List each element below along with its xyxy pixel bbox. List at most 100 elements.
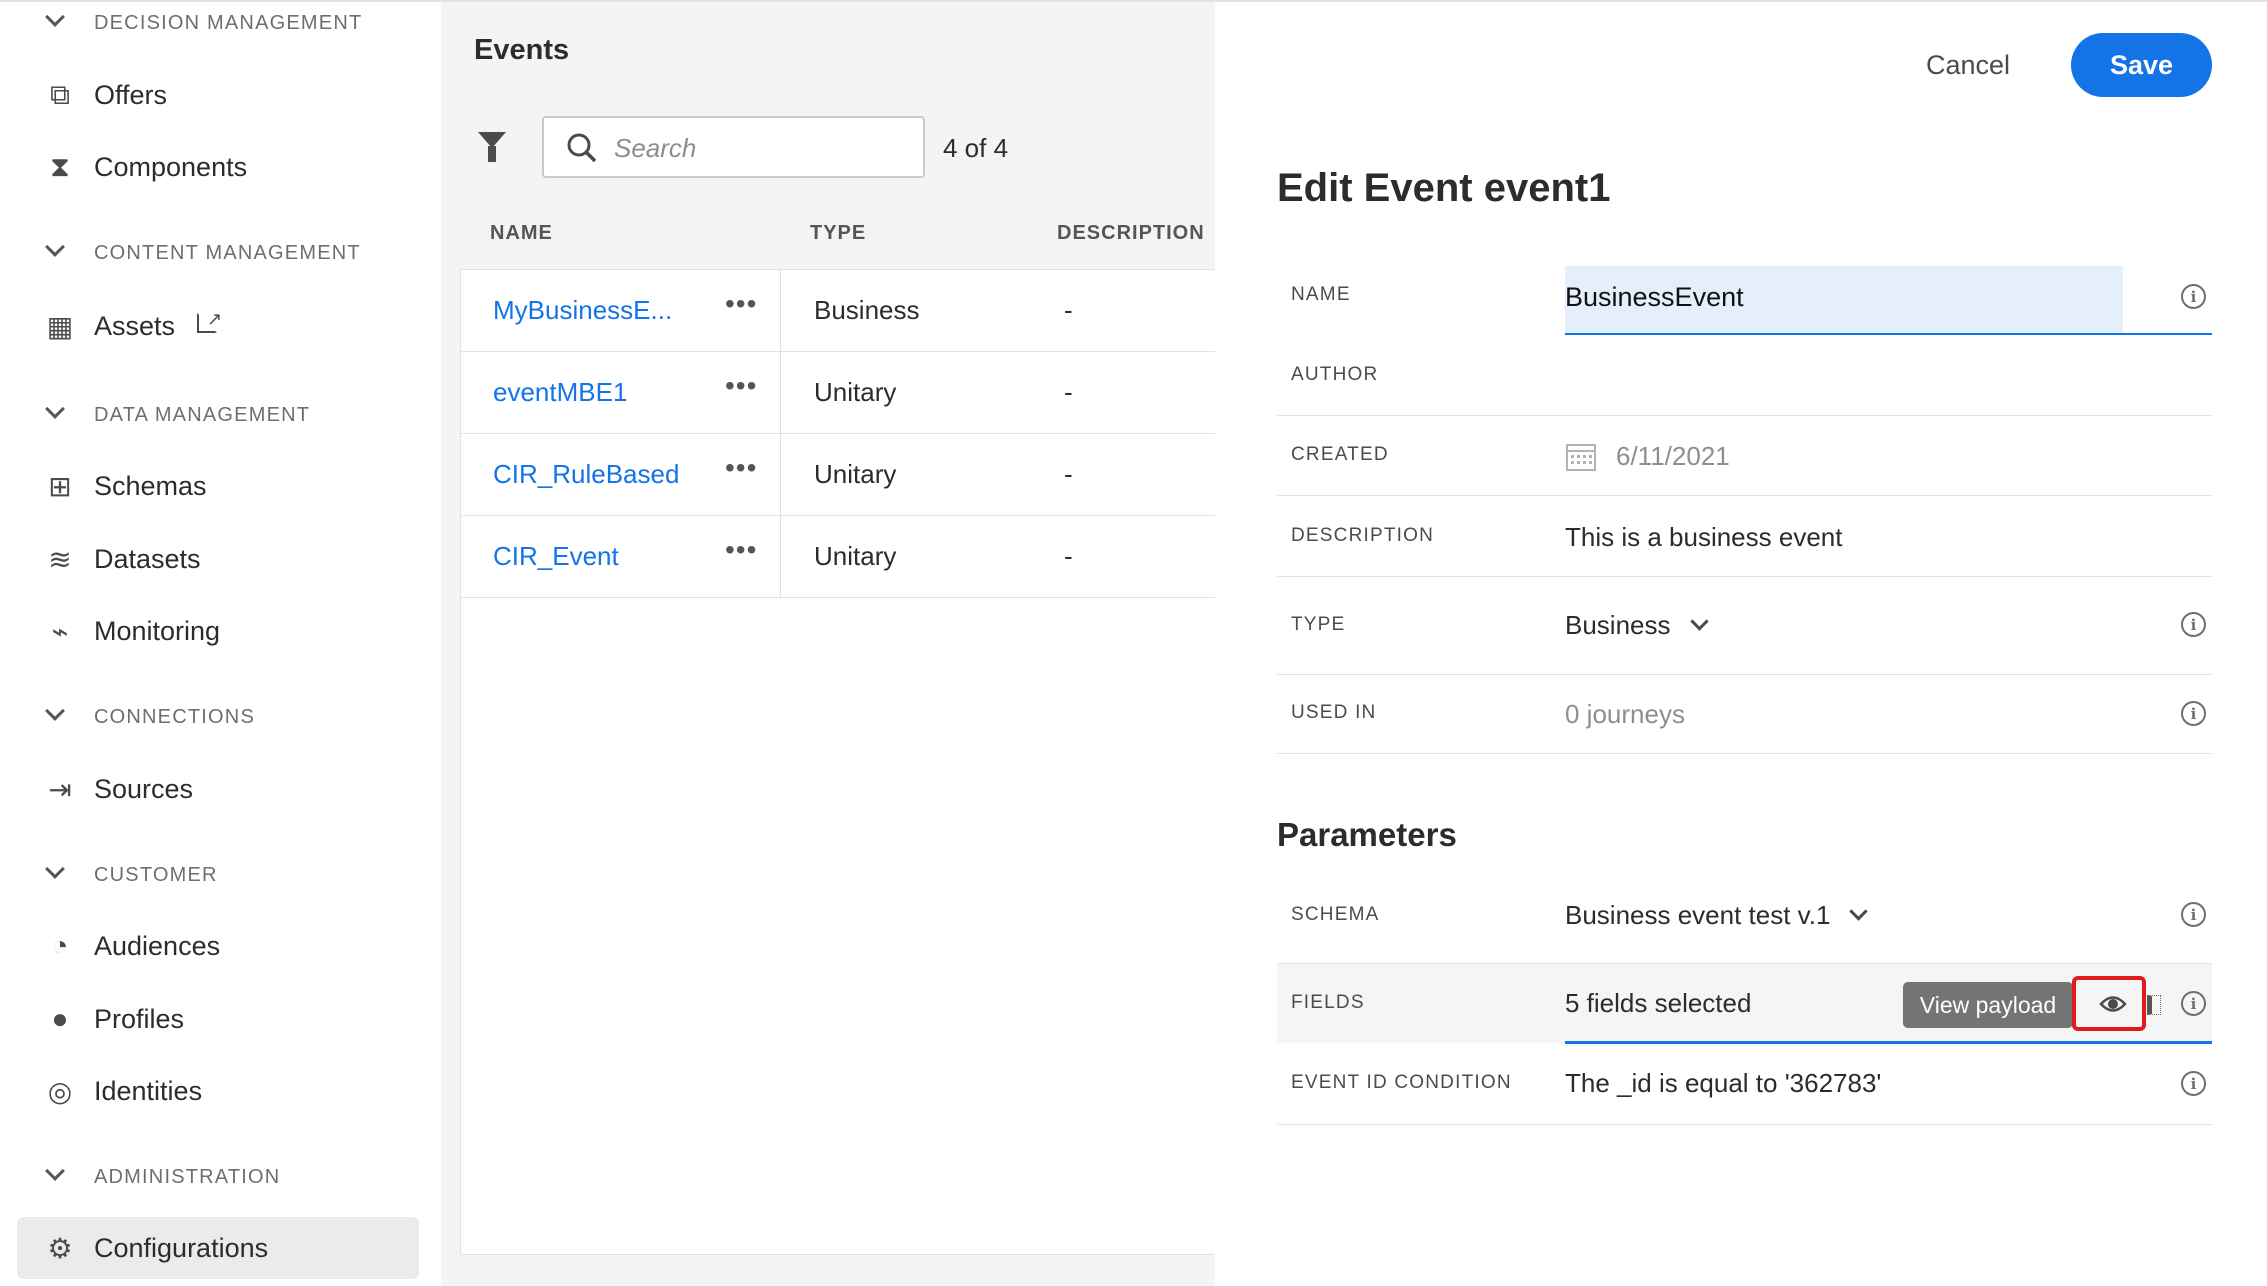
sidebar-item-monitoring[interactable]: ⌁ Monitoring (17, 600, 419, 662)
section-label: ADMINISTRATION (94, 1166, 281, 1188)
event-name-link[interactable]: CIR_RuleBased (493, 459, 680, 489)
save-button[interactable]: Save (2071, 33, 2212, 97)
schema-label: SCHEMA (1291, 904, 1380, 925)
event-name-link[interactable]: eventMBE1 (493, 377, 628, 407)
sidebar-item-offers[interactable]: ⧉ Offers (17, 64, 419, 126)
sidebar-item-label: Monitoring (94, 615, 221, 646)
table-row[interactable]: MyBusinessE... ••• Business - (461, 270, 1216, 352)
gear-icon: ⚙ (47, 1232, 73, 1264)
sidebar-item-identities[interactable]: ◎ Identities (17, 1060, 419, 1122)
section-label: CUSTOMER (94, 864, 218, 886)
save-label: Save (2109, 49, 2174, 80)
parameters-heading: Parameters (1277, 816, 1457, 853)
event-type: Unitary (814, 459, 897, 489)
event-type: Unitary (814, 541, 897, 571)
more-actions-icon[interactable]: ••• (725, 452, 758, 483)
result-count: 4 of 4 (943, 133, 1009, 163)
cancel-button[interactable]: Cancel (1926, 50, 2011, 80)
event-description: - (1064, 541, 1073, 571)
info-icon[interactable]: i (2181, 284, 2206, 309)
event-id-condition-value[interactable]: The _id is equal to '362783' (1565, 1068, 1882, 1098)
events-table: MyBusinessE... ••• Business - eventMBE1 ••• Un… (460, 269, 1216, 1255)
sidebar-item-components[interactable]: ⧗ Components (17, 136, 419, 198)
search-input[interactable]: Search (542, 116, 925, 178)
chevron-down-icon (45, 859, 65, 879)
type-label: TYPE (1291, 614, 1346, 635)
edit-event-panel (1215, 0, 2267, 1286)
table-row[interactable]: CIR_RuleBased ••• Unitary - (461, 434, 1216, 516)
page-title: Events (474, 34, 570, 66)
section-label: DATA MANAGEMENT (94, 404, 311, 426)
table-row[interactable]: eventMBE1 ••• Unitary - (461, 352, 1216, 434)
sidebar-item-label: Identities (94, 1075, 203, 1106)
event-name-link[interactable]: MyBusinessE... (493, 295, 673, 325)
table-row[interactable]: CIR_Event ••• Unitary - (461, 516, 1216, 598)
schema-value: Business event test v.1 (1565, 900, 1831, 930)
sidebar-item-label: Offers (94, 79, 168, 110)
filter-icon[interactable] (478, 132, 506, 148)
more-actions-icon[interactable]: ••• (725, 534, 758, 565)
sidebar-item-label: Datasets (94, 543, 201, 574)
datasets-icon: ≋ (48, 543, 72, 575)
chevron-down-icon (45, 237, 65, 257)
name-input[interactable]: BusinessEvent (1565, 266, 2123, 334)
sidebar-item-sources[interactable]: ⇥ Sources (17, 758, 419, 820)
more-actions-icon[interactable]: ••• (725, 288, 758, 319)
offers-icon: ⧉ (50, 78, 70, 110)
info-icon[interactable]: i (2181, 701, 2206, 726)
info-icon[interactable]: i (2181, 991, 2206, 1016)
sidebar-item-configurations[interactable]: ⚙ Configurations (17, 1217, 419, 1279)
event-type: Unitary (814, 377, 897, 407)
section-label: DECISION MANAGEMENT (94, 12, 363, 34)
chevron-down-icon (1689, 612, 1709, 631)
sources-icon: ⇥ (48, 773, 72, 805)
sidebar-item-schemas[interactable]: ⊞ Schemas (17, 455, 419, 517)
external-link-icon[interactable] (197, 313, 217, 333)
column-header-description[interactable]: DESCRIPTION (1057, 222, 1205, 244)
fields-value[interactable]: 5 fields selected (1565, 988, 1752, 1018)
chevron-down-icon (45, 701, 65, 721)
event-description: - (1064, 459, 1073, 489)
section-label: CONNECTIONS (94, 706, 255, 728)
type-dropdown[interactable]: Business (1565, 610, 1709, 641)
tooltip-text: View payload (1919, 991, 2057, 1018)
components-icon: ⧗ (50, 150, 70, 182)
sidebar-item-label: Components (94, 151, 248, 182)
info-icon[interactable]: i (2181, 902, 2206, 927)
chevron-down-icon (45, 1161, 65, 1181)
more-actions-icon[interactable]: ••• (725, 370, 758, 401)
created-label: CREATED (1291, 444, 1389, 465)
author-label: AUTHOR (1291, 364, 1379, 385)
audiences-icon: ◔ (51, 930, 69, 961)
search-placeholder: Search (614, 133, 697, 163)
monitoring-icon: ⌁ (51, 615, 69, 647)
edit-fields-icon[interactable] (2147, 995, 2161, 1015)
sidebar-item-audiences[interactable]: ◔ Audiences (17, 915, 419, 977)
used-in-value: 0 journeys (1565, 699, 1685, 729)
sidebar-item-label: Sources (94, 773, 194, 804)
schema-dropdown[interactable]: Business event test v.1 (1565, 900, 1869, 931)
section-label: CONTENT MANAGEMENT (94, 242, 361, 264)
used-in-label: USED IN (1291, 702, 1377, 723)
sidebar-item-profiles[interactable]: ● Profiles (17, 988, 419, 1050)
sidebar-item-datasets[interactable]: ≋ Datasets (17, 528, 419, 590)
fields-label: FIELDS (1291, 992, 1365, 1013)
column-header-type[interactable]: TYPE (810, 222, 867, 244)
eye-icon[interactable] (2099, 993, 2127, 1015)
view-payload-tooltip: View payload (1903, 982, 2073, 1028)
name-value: BusinessEvent (1565, 282, 1744, 312)
info-icon[interactable]: i (2181, 1071, 2206, 1096)
event-name-link[interactable]: CIR_Event (493, 541, 619, 571)
calendar-icon (1566, 444, 1596, 471)
description-value[interactable]: This is a business event (1565, 522, 1843, 552)
sidebar-item-assets[interactable]: ▦ Assets ↗ (17, 295, 419, 357)
column-header-name[interactable]: NAME (490, 222, 553, 244)
info-icon[interactable]: i (2181, 612, 2206, 637)
highlight-box (2072, 976, 2146, 1031)
profiles-icon: ● (51, 1003, 69, 1034)
sidebar-item-label: Audiences (94, 930, 221, 961)
identities-icon: ◎ (47, 1075, 73, 1107)
event-description: - (1064, 295, 1073, 325)
name-label: NAME (1291, 284, 1351, 305)
chevron-down-icon (45, 399, 65, 419)
